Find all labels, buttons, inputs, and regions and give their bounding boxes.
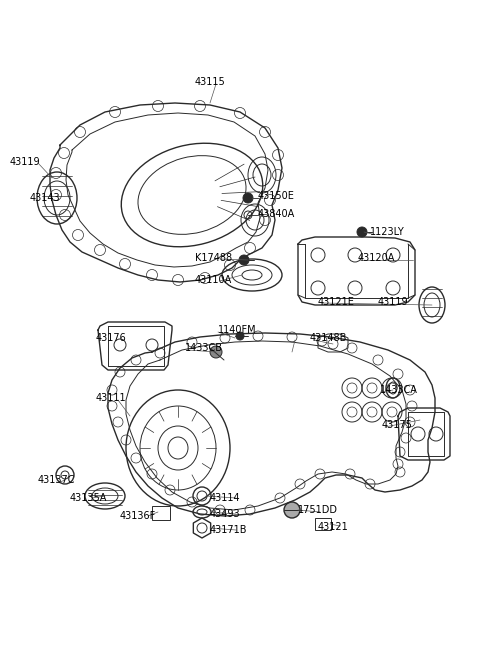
Circle shape [243, 193, 253, 203]
Text: K17488: K17488 [195, 253, 232, 263]
Text: 43119: 43119 [378, 297, 408, 307]
Text: 43115: 43115 [195, 77, 226, 87]
Text: 1433CA: 1433CA [380, 385, 418, 395]
Text: 43175: 43175 [382, 420, 413, 430]
Text: 1751DD: 1751DD [298, 505, 338, 515]
Text: 1433CB: 1433CB [185, 343, 223, 353]
Text: 43137C: 43137C [38, 475, 75, 485]
Text: 43119: 43119 [10, 157, 41, 167]
Text: 43136F: 43136F [120, 511, 156, 521]
Text: 43120A: 43120A [358, 253, 396, 263]
Text: 43121: 43121 [318, 522, 349, 532]
Bar [152, 506, 170, 520]
Text: 43111: 43111 [96, 393, 127, 403]
Circle shape [239, 255, 249, 265]
Text: 1140FM: 1140FM [218, 325, 257, 335]
Bar [315, 518, 331, 530]
Circle shape [284, 502, 300, 518]
Text: 43143: 43143 [30, 193, 60, 203]
Text: 43148B: 43148B [310, 333, 348, 343]
Text: 43171B: 43171B [210, 525, 248, 535]
Circle shape [357, 227, 367, 237]
Text: 43150E: 43150E [258, 191, 295, 201]
Text: 43135A: 43135A [70, 493, 108, 503]
Text: 43176: 43176 [96, 333, 127, 343]
Text: 43114: 43114 [210, 493, 240, 503]
Text: 43110A: 43110A [195, 275, 232, 285]
Circle shape [236, 332, 244, 340]
Text: 1123LY: 1123LY [370, 227, 405, 237]
Text: 43121E: 43121E [318, 297, 355, 307]
Text: 43493: 43493 [210, 509, 240, 519]
Text: 43840A: 43840A [258, 209, 295, 219]
Circle shape [210, 346, 222, 358]
